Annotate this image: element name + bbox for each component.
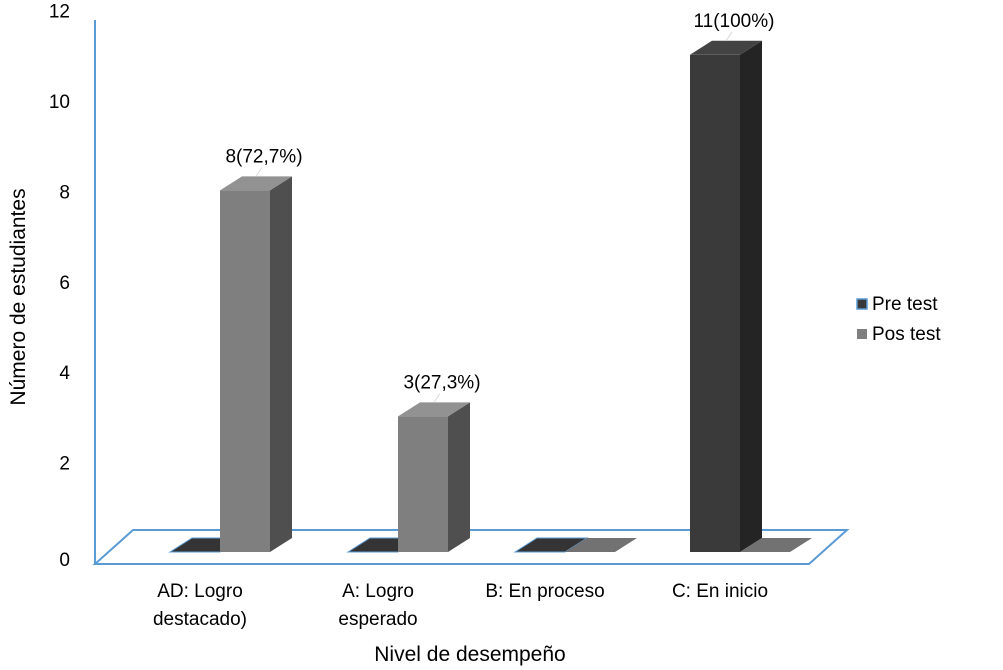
data-label: 8(72,7%) <box>225 146 302 167</box>
y-tick-label: 4 <box>59 363 70 384</box>
bar-side <box>270 176 292 552</box>
bar-top <box>220 176 292 191</box>
bar-zero <box>565 538 637 552</box>
data-label-leader <box>255 167 263 177</box>
legend-label: Pre test <box>872 294 938 315</box>
chart-floor-outline <box>92 529 850 565</box>
legend-swatch <box>856 298 868 310</box>
y-tick-label: 12 <box>49 2 70 23</box>
bar-side <box>740 40 762 553</box>
x-axis-title: Nivel de desempeño <box>374 643 565 666</box>
legend: Pre test Pos test <box>856 294 941 345</box>
bar-top <box>690 40 762 55</box>
data-label: 11(100%) <box>694 11 775 32</box>
data-labels: 11(100%) 8(72,7%) 3(27,3%) <box>225 11 774 403</box>
bar-top <box>398 402 470 417</box>
bar <box>220 190 270 552</box>
legend-label: Pos test <box>872 324 941 345</box>
data-label-leader <box>725 31 733 42</box>
bar-side <box>448 402 470 552</box>
data-label-leader <box>433 393 441 403</box>
x-category-label: AD: Logro destacado) <box>153 581 247 630</box>
bars <box>168 40 812 553</box>
x-category-label: C: En inicio <box>672 581 768 602</box>
y-tick-label: 6 <box>59 273 70 294</box>
x-category-label: A: Logro esperado <box>338 581 417 630</box>
bar-zero <box>740 538 812 552</box>
legend-swatch <box>857 329 867 339</box>
x-category-labels: AD: Logro destacado) A: Logro esperado B: En… <box>153 581 768 630</box>
y-axis-title: Número de estudiantes <box>7 188 30 405</box>
y-tick-label: 2 <box>59 454 70 475</box>
y-tick-label: 8 <box>59 182 70 203</box>
data-label: 3(27,3%) <box>403 372 480 393</box>
y-tick-label: 10 <box>49 92 70 113</box>
x-category-label: B: En proceso <box>485 581 604 602</box>
chart-floor <box>92 529 850 565</box>
bar <box>398 416 448 552</box>
y-tick-label: 0 <box>59 550 70 571</box>
y-tick-labels: 0 2 4 6 8 10 12 <box>49 2 71 571</box>
bar <box>690 54 740 553</box>
